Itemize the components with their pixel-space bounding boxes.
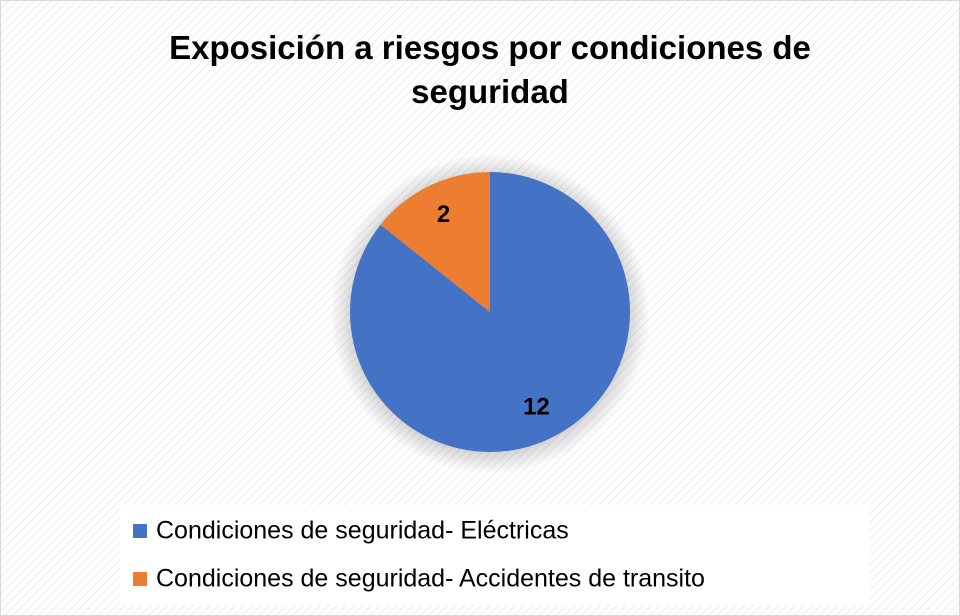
legend-box [120, 505, 870, 605]
legend-label: Condiciones de seguridad- Accidentes de … [156, 565, 705, 593]
legend-swatch [133, 572, 147, 586]
data-label: 12 [523, 394, 550, 421]
legend-label: Condiciones de seguridad- Eléctricas [156, 517, 569, 545]
chart-title: Exposición a riesgos por condiciones de … [169, 29, 811, 110]
pie-slice [350, 172, 631, 452]
legend-swatch [133, 524, 147, 538]
data-label: 2 [437, 201, 450, 228]
pie-slice [380, 172, 490, 312]
